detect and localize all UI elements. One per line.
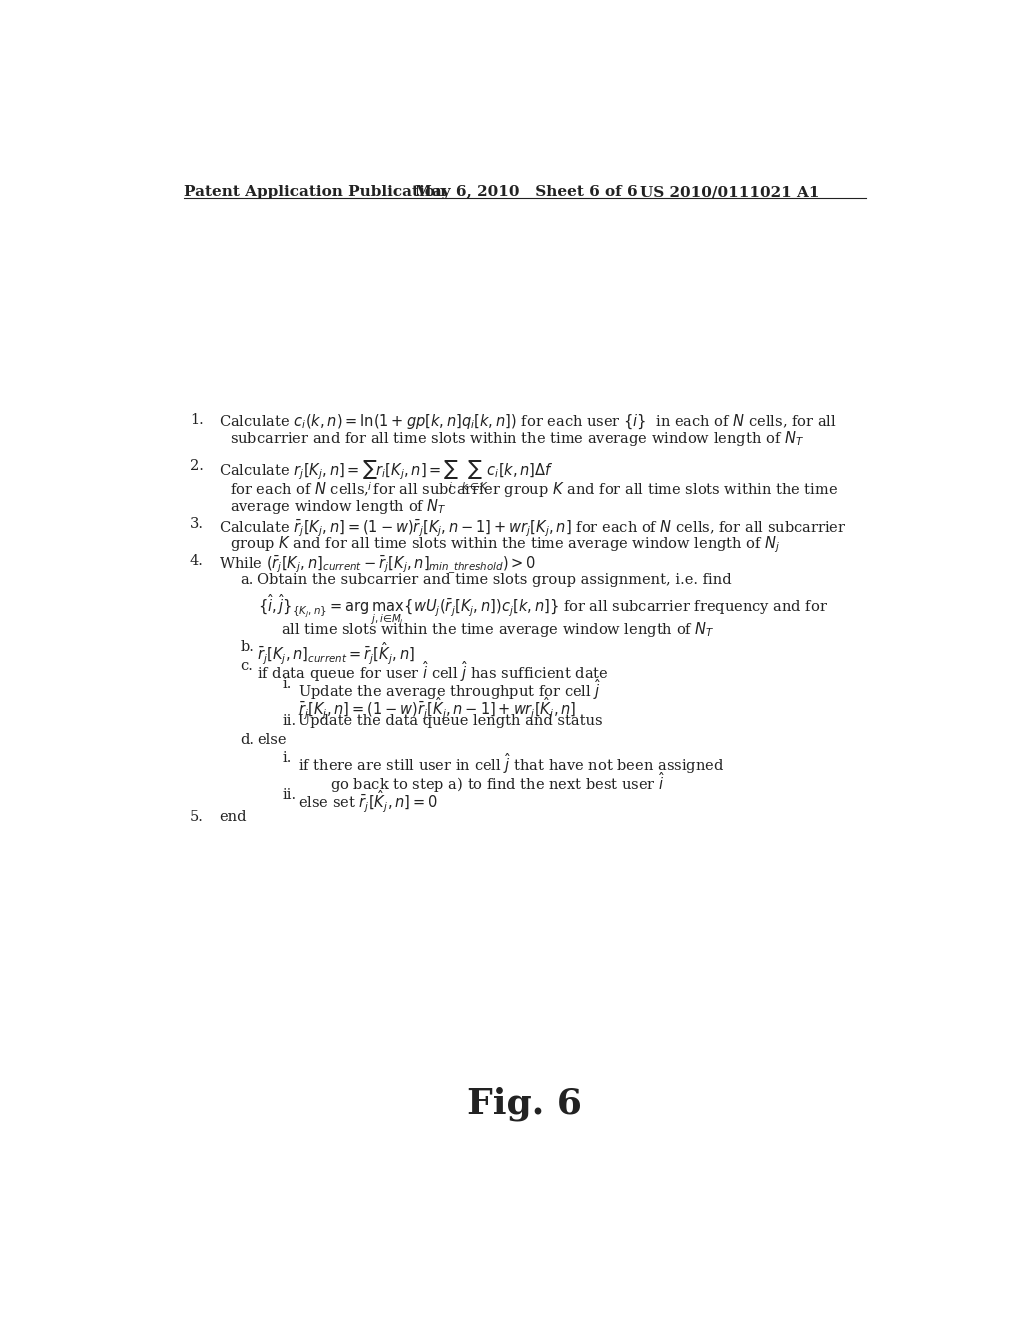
Text: i.: i. <box>283 751 293 766</box>
Text: group $K$ and for all time slots within the time average window length of $N_j$: group $K$ and for all time slots within … <box>230 535 781 554</box>
Text: $\{\hat{i},\hat{j}\}_{\{K_j,n\}}=\arg\max_{j,i\in M_j}\{wU_j(\bar{r}_j[K_j,n])c_: $\{\hat{i},\hat{j}\}_{\{K_j,n\}}=\arg\ma… <box>258 593 828 628</box>
Text: ii.: ii. <box>283 714 297 729</box>
Text: else: else <box>257 733 287 747</box>
Text: Calculate $r_j[K_j,n]=\sum_i r_i[K_j,n]=\sum_i\;\sum_{k\in K} c_i[k,n]\Delta f$: Calculate $r_j[K_j,n]=\sum_i r_i[K_j,n]=… <box>219 459 554 492</box>
Text: c.: c. <box>241 659 253 673</box>
Text: i.: i. <box>283 677 293 692</box>
Text: Update the data queue length and status: Update the data queue length and status <box>299 714 603 729</box>
Text: Patent Application Publication: Patent Application Publication <box>183 185 445 199</box>
Text: $\bar{r}_j[K_j,n]_{current}=\bar{r}_j[\hat{K}_j,n]$: $\bar{r}_j[K_j,n]_{current}=\bar{r}_j[\h… <box>257 640 416 667</box>
Text: Obtain the subcarrier and time slots group assignment, i.e. find: Obtain the subcarrier and time slots gro… <box>257 573 732 586</box>
Text: for each of $N$ cells, for all subcarrier group $K$ and for all time slots withi: for each of $N$ cells, for all subcarrie… <box>230 480 839 499</box>
Text: b.: b. <box>241 640 254 655</box>
Text: 2.: 2. <box>190 459 204 473</box>
Text: all time slots within the time average window length of $N_T$: all time slots within the time average w… <box>282 620 715 639</box>
Text: Fig. 6: Fig. 6 <box>467 1086 583 1121</box>
Text: else set $\bar{r}_j[\hat{K}_j,n]=0$: else set $\bar{r}_j[\hat{K}_j,n]=0$ <box>299 788 438 814</box>
Text: Update the average throughput for cell $\hat{j}$: Update the average throughput for cell $… <box>299 677 602 702</box>
Text: subcarrier and for all time slots within the time average window length of $N_T$: subcarrier and for all time slots within… <box>230 429 804 449</box>
Text: 4.: 4. <box>190 554 204 568</box>
Text: 5.: 5. <box>190 810 204 824</box>
Text: ii.: ii. <box>283 788 297 803</box>
Text: May 6, 2010   Sheet 6 of 6: May 6, 2010 Sheet 6 of 6 <box>415 185 637 199</box>
Text: end: end <box>219 810 247 824</box>
Text: While $(\bar{r}_j[K_j,n]_{current}-\bar{r}_j[K_j,n]_{min\_threshold})>0$: While $(\bar{r}_j[K_j,n]_{current}-\bar{… <box>219 554 537 577</box>
Text: go back to step a) to find the next best user $\hat{i}$: go back to step a) to find the next best… <box>330 770 665 795</box>
Text: if there are still user in cell $\hat{j}$ that have not been assigned: if there are still user in cell $\hat{j}… <box>299 751 725 776</box>
Text: a.: a. <box>241 573 254 586</box>
Text: Calculate $\bar{r}_j[K_j,n]=(1-w)\bar{r}_j[K_j,n-1]+wr_j[K_j,n]$ for each of $N$: Calculate $\bar{r}_j[K_j,n]=(1-w)\bar{r}… <box>219 517 847 539</box>
Text: 1.: 1. <box>190 412 204 426</box>
Text: Calculate $c_i(k,n) = \ln(1 + gp[k,n]q_i[k,n])$ for each user $\{i\}$  in each o: Calculate $c_i(k,n) = \ln(1 + gp[k,n]q_i… <box>219 412 838 430</box>
Text: 3.: 3. <box>190 517 204 531</box>
Text: if data queue for user $\hat{i}$ cell $\hat{j}$ has sufficient date: if data queue for user $\hat{i}$ cell $\… <box>257 659 609 684</box>
Text: d.: d. <box>241 733 254 747</box>
Text: $\bar{r}_j[K_j,n]=(1-w)\bar{r}_j[\hat{K}_j,n-1]+wr_j[\hat{K}_j,n]$: $\bar{r}_j[K_j,n]=(1-w)\bar{r}_j[\hat{K}… <box>299 696 577 722</box>
Text: US 2010/0111021 A1: US 2010/0111021 A1 <box>640 185 819 199</box>
Text: average window length of $N_T$: average window length of $N_T$ <box>230 498 447 516</box>
